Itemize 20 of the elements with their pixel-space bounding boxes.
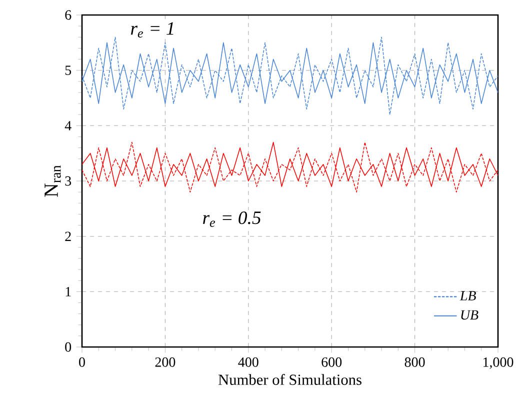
y-tick-label: 6	[65, 10, 72, 20]
y-tick-label: 1	[66, 287, 71, 296]
x-axis-title: Number of Simulations	[218, 374, 362, 385]
x-tick-label: 0	[79, 357, 85, 367]
y-tick-label: 4	[64, 121, 72, 130]
x-tick-label: 600	[322, 357, 342, 367]
y-tick-label: 0	[65, 342, 72, 352]
legend-label: UB	[461, 310, 478, 320]
y-axis-title: N$_{ran}$	[44, 165, 61, 197]
legend-label: LB	[460, 291, 476, 300]
x-tick-label: 400	[238, 357, 258, 367]
y-tick-label: 5	[65, 66, 72, 75]
x-tick-label: 800	[404, 357, 425, 367]
annotation: r$_{e}$ = 1	[130, 22, 174, 38]
x-tick-label: 200	[155, 357, 176, 367]
y-tick-label: 3	[65, 176, 72, 186]
y-tick-label: 2	[65, 232, 71, 241]
line-series	[82, 36, 498, 115]
annotation: r$_{e}$ = 0.5	[203, 211, 261, 227]
x-tick-label: 1,000	[483, 357, 514, 369]
